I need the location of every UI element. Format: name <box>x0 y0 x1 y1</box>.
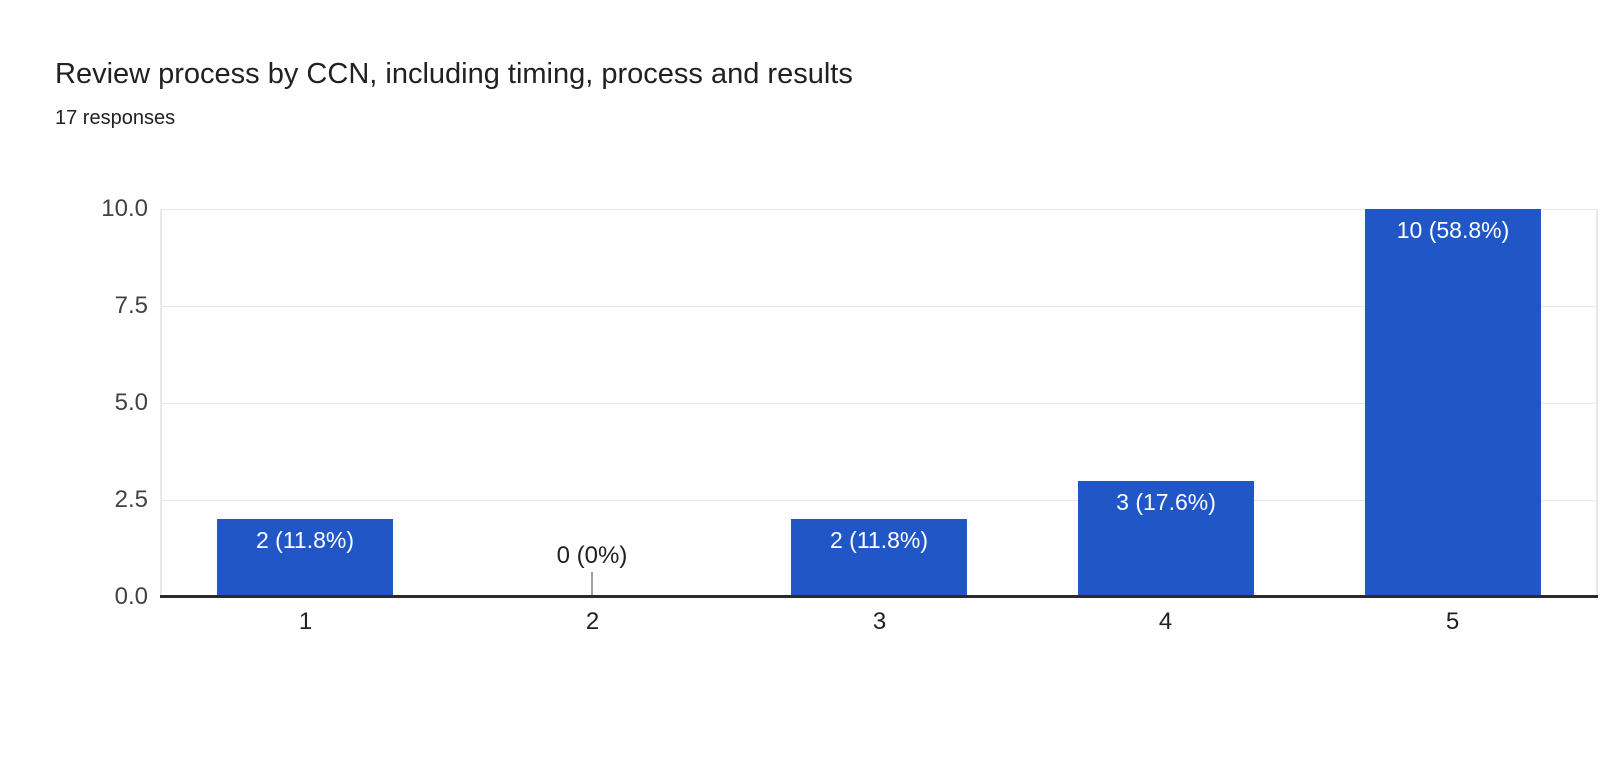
y-tick-label-2.5: 2.5 <box>114 486 148 513</box>
response-count: 17 responses <box>55 107 176 129</box>
gridline-5.0 <box>162 403 1596 404</box>
bar-value-label-4: 3 (17.6%) <box>1116 489 1216 515</box>
bar-category-3: 2 (11.8%) <box>791 519 967 597</box>
x-tick-label-2: 2 <box>585 608 600 635</box>
bar-category-1: 2 (11.8%) <box>217 519 393 597</box>
bar-category-4: 3 (17.6%) <box>1078 481 1254 597</box>
zero-value-label-2: 0 (0%) <box>556 542 628 569</box>
y-axis: 0.0 2.5 5.0 7.5 10.0 <box>0 195 148 610</box>
x-axis-baseline <box>160 595 1598 598</box>
y-tick-label-5.0: 5.0 <box>114 389 148 416</box>
x-tick-label-3: 3 <box>872 608 887 635</box>
y-tick-label-7.5: 7.5 <box>114 292 148 319</box>
y-tick-label-10.0: 10.0 <box>101 195 148 222</box>
chart-title: Review process by CCN, including timing,… <box>55 58 853 90</box>
bar-value-label-1: 2 (11.8%) <box>255 527 354 553</box>
plot-area: 2 (11.8%) 0 (0%) 2 (11.8%) 3 (17.6%) 10 (58.… <box>160 209 1598 598</box>
bar-value-label-3: 2 (11.8%) <box>829 527 928 553</box>
y-tick-label-0.0: 0.0 <box>114 583 148 610</box>
x-tick-label-1: 1 <box>298 608 313 635</box>
bar-value-label-5: 10 (58.8%) <box>1396 217 1510 243</box>
x-tick-label-5: 5 <box>1445 608 1460 635</box>
gridline-2.5 <box>162 500 1596 501</box>
gridline-7.5 <box>162 306 1596 307</box>
bar-category-5: 10 (58.8%) <box>1365 209 1541 597</box>
x-tick-label-4: 4 <box>1158 608 1173 635</box>
zero-value-stub-2 <box>591 572 593 597</box>
x-axis: 1 2 3 4 5 <box>162 607 1596 641</box>
gridline-10.0 <box>162 209 1596 210</box>
